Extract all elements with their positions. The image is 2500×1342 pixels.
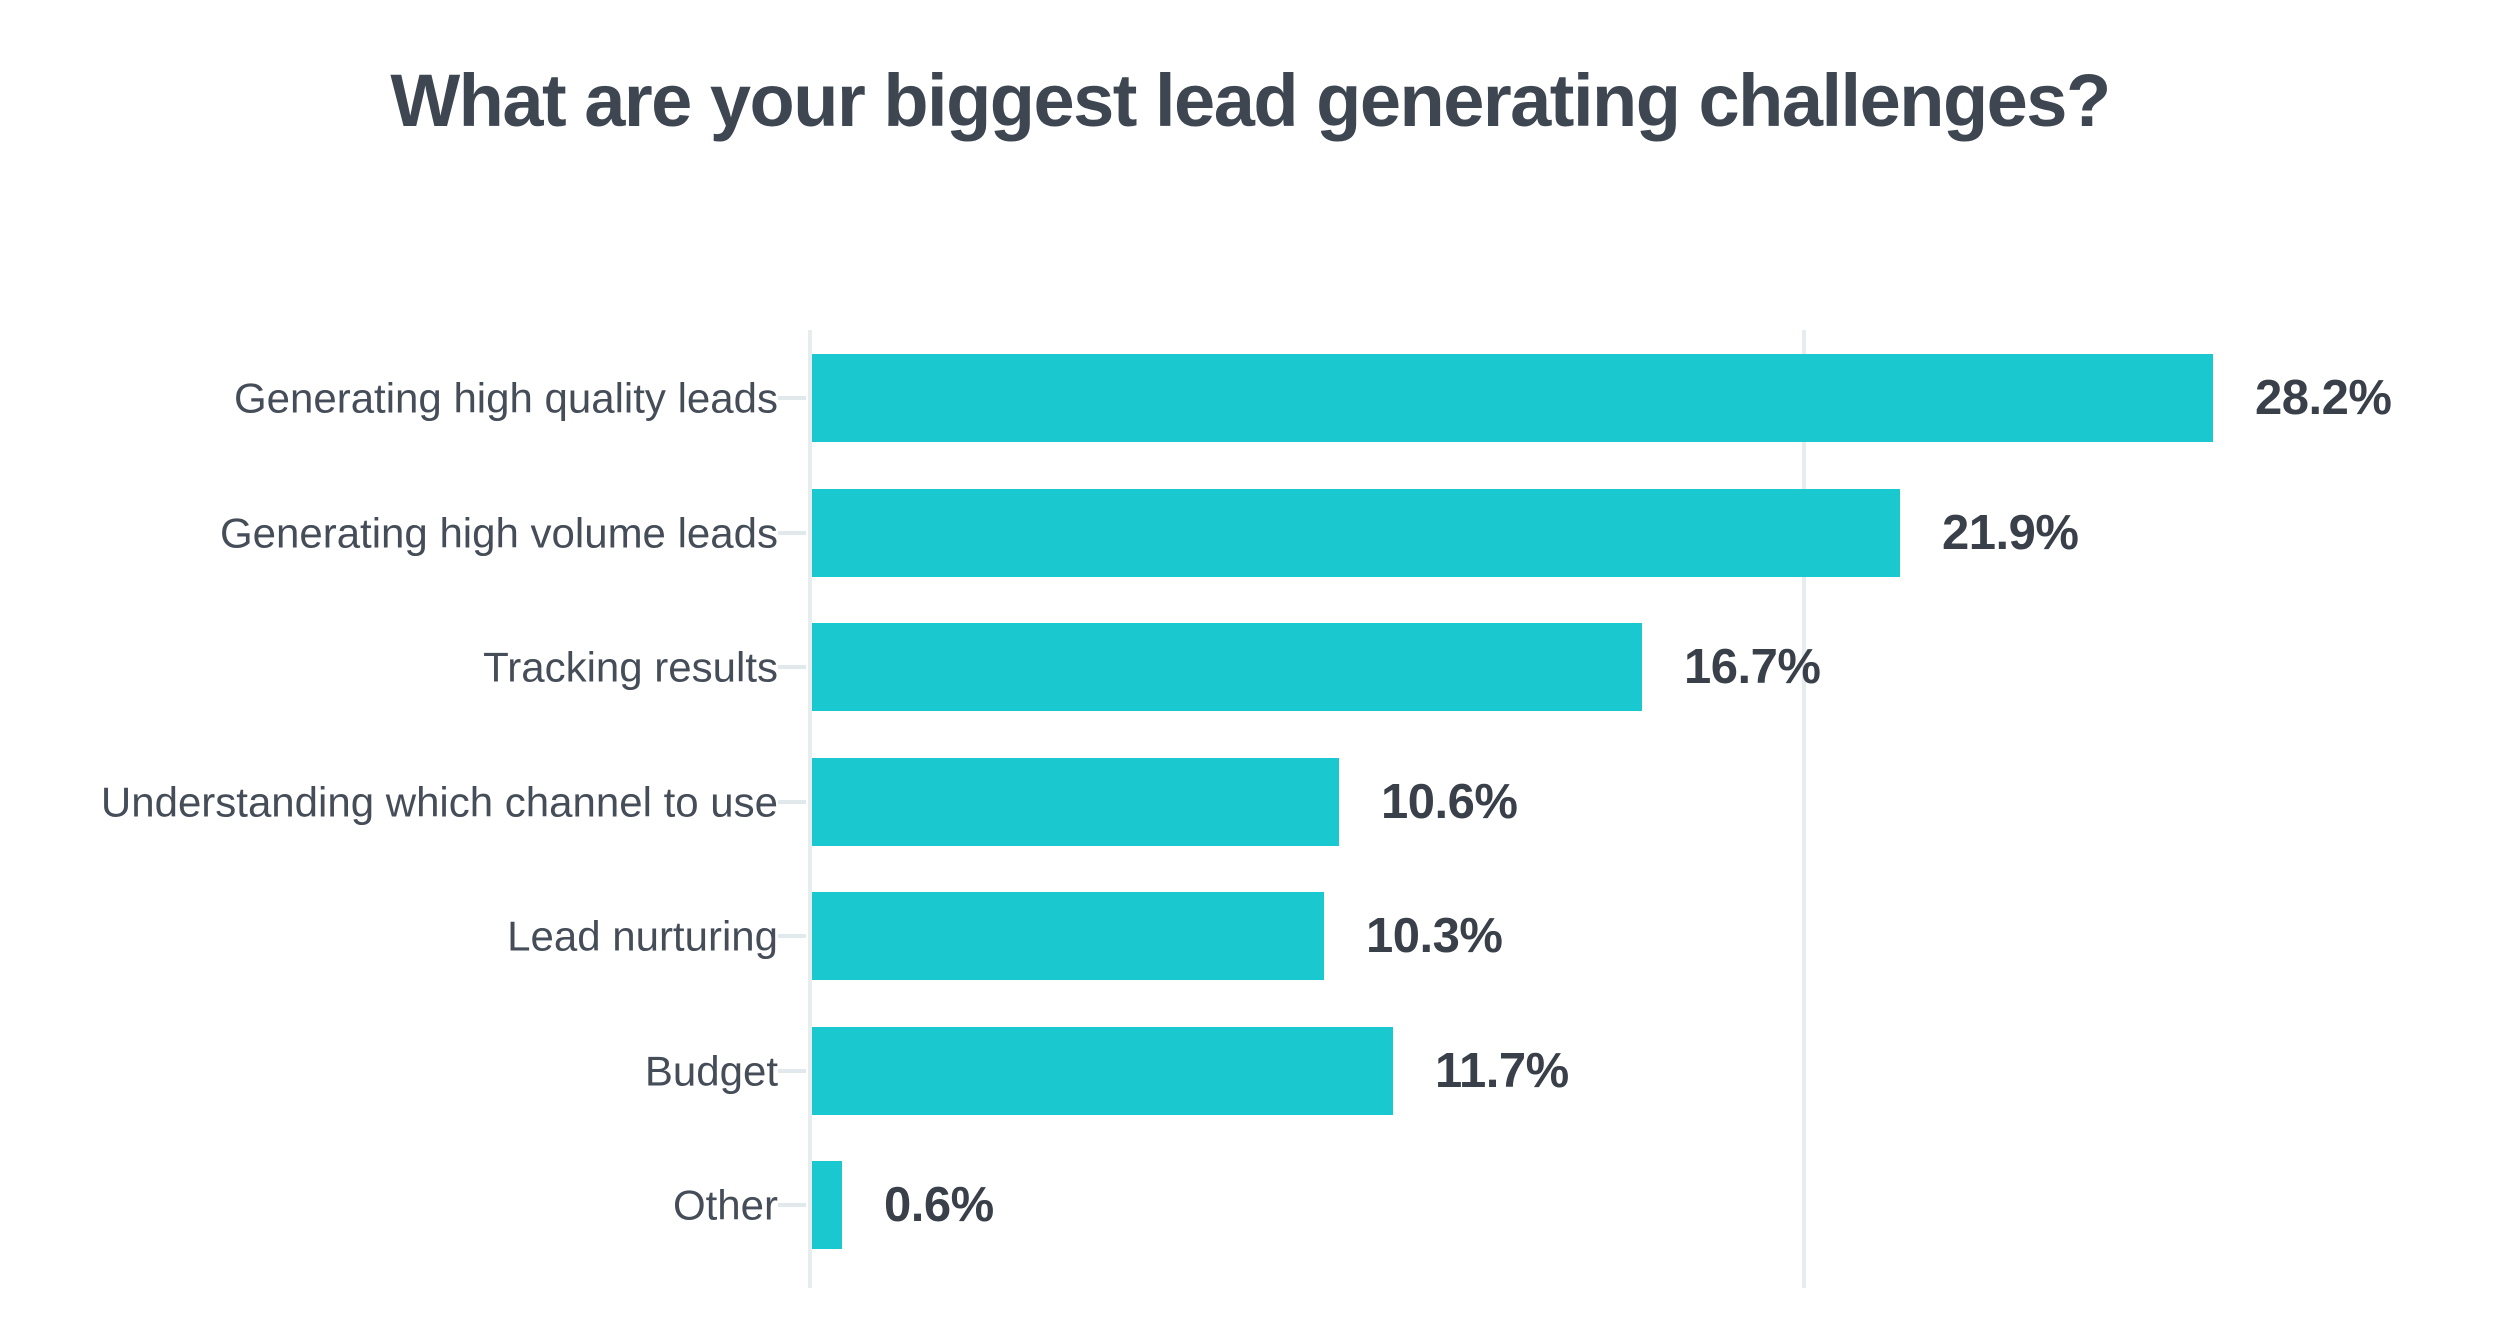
- value-label: 11.7%: [1435, 1044, 1569, 1098]
- value-label: 0.6%: [884, 1178, 994, 1232]
- bar-row: Tracking results 16.7%: [0, 623, 2500, 711]
- bar: [812, 1027, 1393, 1115]
- value-label: 21.9%: [1942, 506, 2079, 560]
- value-label: 16.7%: [1684, 640, 1821, 694]
- category-label: Understanding which channel to use: [100, 778, 778, 826]
- axis-tick: [778, 934, 806, 938]
- bar: [812, 489, 1900, 577]
- bar-row: Lead nurturing 10.3%: [0, 892, 2500, 980]
- axis-tick: [778, 396, 806, 400]
- axis-tick: [778, 800, 806, 804]
- bar: [812, 892, 1324, 980]
- bar: [812, 354, 2213, 442]
- bar-row: Other 0.6%: [0, 1161, 2500, 1249]
- axis-tick: [778, 531, 806, 535]
- bar: [812, 758, 1339, 846]
- bar-row: Generating high quality leads 28.2%: [0, 354, 2500, 442]
- value-label: 28.2%: [2255, 371, 2392, 425]
- gridline-20: [1801, 330, 1806, 1288]
- y-axis-line: [808, 330, 812, 1288]
- axis-tick: [778, 665, 806, 669]
- value-label: 10.3%: [1366, 909, 1503, 963]
- value-label: 10.6%: [1381, 775, 1518, 829]
- category-label: Other: [672, 1181, 778, 1229]
- bar-chart-plot-area: Generating high quality leads 28.2% Genera…: [0, 330, 2500, 1294]
- axis-tick: [778, 1069, 806, 1073]
- bar-row: Generating high volume leads 21.9%: [0, 489, 2500, 577]
- category-label: Budget: [644, 1047, 778, 1095]
- category-label: Lead nurturing: [507, 912, 778, 960]
- axis-tick: [778, 1203, 806, 1207]
- category-label: Generating high volume leads: [219, 509, 778, 557]
- category-label: Tracking results: [483, 643, 778, 691]
- bar-row: Budget 11.7%: [0, 1027, 2500, 1115]
- category-label: Generating high quality leads: [233, 374, 778, 422]
- bar: [812, 1161, 842, 1249]
- chart-title: What are your biggest lead generating ch…: [390, 59, 2111, 142]
- bar-row: Understanding which channel to use 10.6%: [0, 758, 2500, 846]
- bar: [812, 623, 1642, 711]
